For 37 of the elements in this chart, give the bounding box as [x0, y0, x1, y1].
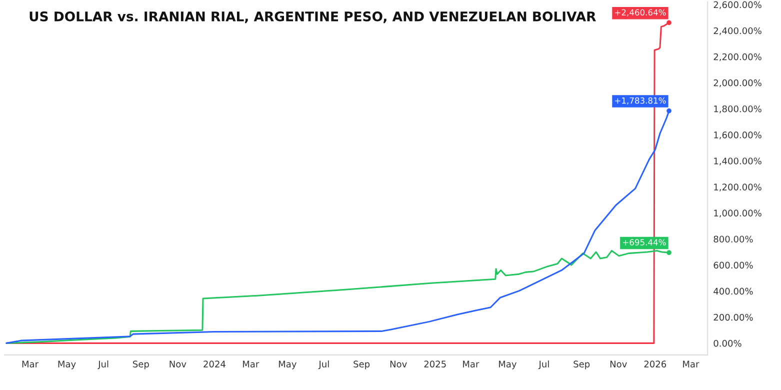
x-tick-label: 2024	[204, 360, 226, 368]
x-tick-label: Nov	[170, 360, 186, 368]
x-tick-label: Nov	[610, 360, 627, 368]
x-tick-label: Mar	[683, 360, 700, 368]
x-tick-label: Jul	[538, 360, 549, 370]
x-tick-label: May	[58, 360, 76, 370]
y-tick-label: 400.00%	[714, 288, 753, 295]
x-tick-label: Nov	[390, 360, 407, 368]
y-tick-label: 800.00%	[714, 236, 753, 243]
x-tick-label: Mar	[243, 360, 260, 368]
y-tick-label: 600.00%	[714, 262, 753, 269]
y-tick-label: 2,000.00%	[714, 79, 762, 88]
y-tick-label: 1,000.00%	[714, 210, 762, 218]
y-tick-label: 2,600.00%	[714, 1, 762, 10]
x-tick-label: Mar	[463, 360, 480, 368]
data-label: +2,460.64%	[615, 9, 666, 16]
y-tick-label: 0.00%	[714, 340, 742, 347]
y-tick-label: 1,800.00%	[714, 105, 762, 114]
x-tick-label: 2026	[644, 360, 666, 368]
x-tick-label: Sep	[133, 360, 149, 370]
data-label: +1,783.81%	[615, 97, 666, 105]
text: US DOLLAR vs. IRANIAN RIAL, ARGENTINE PESO, AND VENEZUELAN BOLIVAR	[30, 11, 596, 24]
y-tick-label: 1,400.00%	[714, 158, 762, 166]
y-tick-label: 2,200.00%	[714, 53, 762, 62]
y-tick-label: 1,200.00%	[714, 184, 762, 192]
x-tick-label: Mar	[22, 360, 39, 368]
y-tick-label: 200.00%	[714, 314, 753, 321]
data-label: +695.44%	[623, 239, 666, 246]
y-tick-label: 2,400.00%	[714, 27, 762, 36]
x-tick-label: Sep	[354, 360, 370, 370]
x-tick-label: May	[278, 360, 296, 370]
x-tick-label: Sep	[574, 360, 590, 370]
x-tick-label: Jul	[318, 360, 329, 370]
y-tick-label: 1,600.00%	[714, 132, 762, 140]
x-tick-label: Jul	[98, 360, 108, 370]
x-tick-label: 2025	[424, 360, 446, 368]
x-tick-label: May	[499, 360, 517, 370]
